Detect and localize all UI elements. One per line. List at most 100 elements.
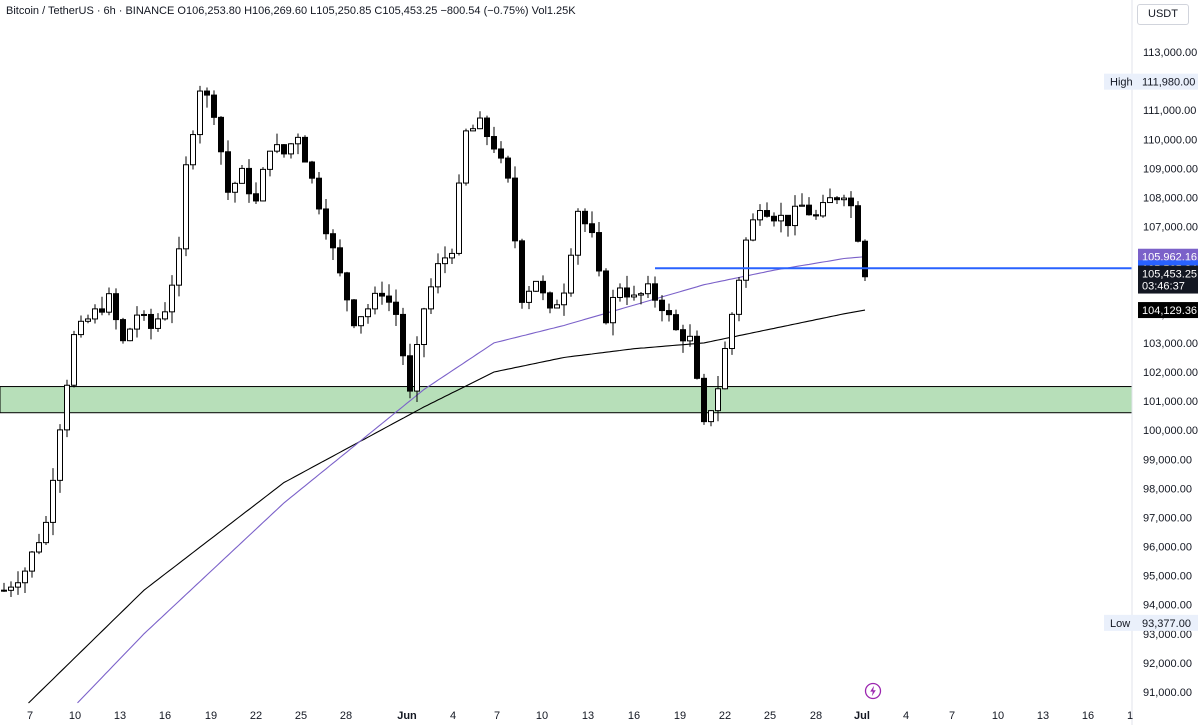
candle [183, 156, 189, 257]
candle [428, 278, 434, 314]
candle [414, 336, 420, 402]
support-zone [0, 386, 1133, 414]
candle-body [43, 521, 49, 544]
ohlc-low: L105,250.85 [310, 5, 372, 17]
x-tick-label: 28 [810, 710, 822, 722]
candle-body [729, 313, 735, 350]
ma-slow-line [28, 309, 866, 704]
candle-body [22, 570, 28, 584]
lightning-icon[interactable] [864, 682, 882, 700]
candle-body [218, 116, 224, 153]
candle-body [841, 197, 847, 201]
candle [785, 214, 791, 237]
candle-body [624, 287, 630, 298]
candle-body [603, 270, 609, 324]
candle-body [281, 144, 287, 155]
y-tick-label: 100,000.00 [1143, 425, 1198, 437]
candle-body [120, 319, 126, 342]
candle [218, 116, 224, 165]
candle [29, 551, 35, 578]
candle-body [106, 293, 112, 313]
candle-body [645, 283, 651, 295]
y-tick-label: 110,000.00 [1143, 134, 1197, 146]
candle [736, 277, 742, 322]
candle [22, 567, 28, 593]
candle-body [71, 334, 77, 386]
candle [309, 160, 315, 184]
candle [267, 150, 273, 177]
symbol-name[interactable]: Bitcoin / TetherUS [6, 5, 94, 17]
candle [92, 304, 98, 324]
candle [127, 327, 133, 342]
y-tick-label: 93,000.00 [1143, 629, 1192, 641]
candle-body [141, 313, 147, 316]
y-tick-label: 97,000.00 [1143, 512, 1192, 524]
candle [64, 379, 70, 438]
candle-body [764, 210, 770, 217]
candle-body [414, 344, 420, 392]
candle [554, 299, 560, 309]
candle-body [722, 348, 728, 390]
candle-body [274, 144, 280, 152]
y-tick-label: 108,000.00 [1143, 192, 1198, 204]
candle [379, 281, 385, 305]
candle-body [183, 164, 189, 250]
currency-unit-button[interactable]: USDT [1137, 4, 1189, 25]
interval[interactable]: 6h [103, 5, 116, 17]
candle-body [302, 136, 308, 163]
candle [365, 303, 371, 324]
candle [855, 201, 861, 243]
high-badge-label-bg [1104, 73, 1138, 90]
candle [484, 115, 490, 146]
candle-body [470, 128, 476, 132]
candle [239, 164, 245, 184]
candle [505, 155, 511, 183]
candle-body [316, 177, 322, 210]
candle-body [260, 168, 266, 202]
candle [106, 287, 112, 316]
candle [134, 306, 140, 338]
candle [456, 174, 462, 256]
candle-body [421, 308, 427, 346]
x-tick-label: Jul [854, 710, 870, 722]
last-price-bg [1138, 265, 1198, 294]
candle-body [694, 335, 700, 379]
candle-body [330, 233, 336, 249]
candle [211, 90, 217, 126]
candle-body [407, 355, 413, 392]
candle-body [540, 280, 546, 294]
y-tick-label: 111,000.00 [1143, 105, 1196, 117]
candle [638, 291, 644, 305]
candle [659, 295, 665, 322]
x-tick-label: 19 [205, 710, 217, 722]
ohlc-high: H106,269.60 [244, 5, 308, 17]
candle-body [428, 286, 434, 310]
low-badge-bg [1138, 614, 1198, 631]
candle [197, 85, 203, 144]
y-tick-label: 109,000.00 [1143, 163, 1198, 175]
candle [386, 284, 392, 312]
candle [57, 424, 63, 493]
candle [8, 581, 14, 597]
candle-body [267, 150, 273, 170]
candle-body [358, 316, 364, 327]
candle-body [197, 90, 203, 136]
candle [169, 275, 175, 324]
candle-body [750, 219, 756, 241]
candle [274, 133, 280, 154]
candle [841, 194, 847, 207]
candle-body [855, 205, 861, 242]
low-badge-label-bg [1104, 614, 1138, 631]
candle-body [554, 304, 560, 309]
x-tick-label: 16 [628, 710, 640, 722]
candle [113, 288, 119, 330]
chart-header: Bitcoin / TetherUS · 6h · BINANCE O106,253.8… [6, 5, 576, 17]
candle [176, 236, 182, 297]
candle-body [288, 143, 294, 155]
candle-body [435, 263, 441, 288]
x-tick-label: 4 [903, 710, 909, 722]
x-tick-label: 19 [674, 710, 686, 722]
candle-body [715, 388, 721, 412]
candle [141, 310, 147, 321]
